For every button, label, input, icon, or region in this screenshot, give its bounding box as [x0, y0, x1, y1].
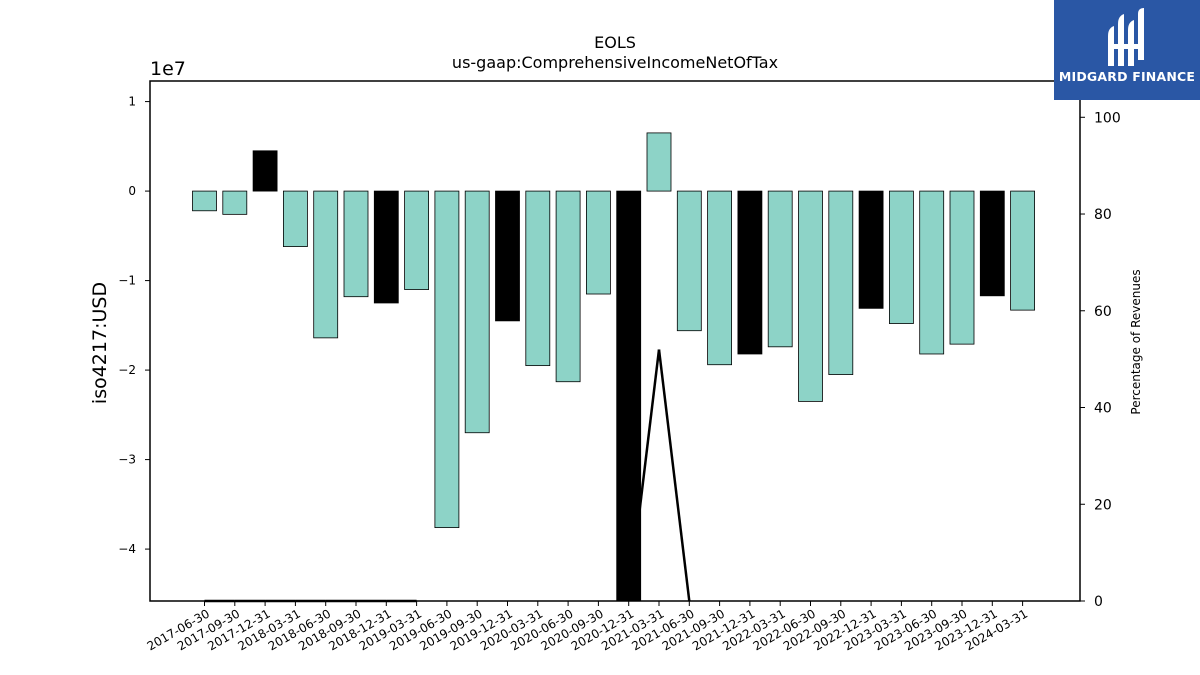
midgard-logo-icon — [1108, 8, 1144, 66]
bar-2019-03-31 — [404, 190, 430, 290]
bar-2021-12-31 — [737, 190, 763, 355]
bar-2021-06-30 — [676, 190, 702, 332]
bar-2021-09-30 — [707, 190, 732, 366]
bar-2018-09-30 — [343, 190, 369, 298]
bar-2020-09-30 — [586, 190, 611, 295]
chart-title: EOLS — [594, 33, 636, 52]
bar-2017-06-30 — [192, 190, 217, 212]
chart-subtitle: us-gaap:ComprehensiveIncomeNetOfTax — [452, 53, 778, 72]
bar-2022-09-30 — [828, 190, 854, 375]
bar-2022-06-30 — [798, 190, 823, 402]
y-tick-label: 0 — [128, 184, 136, 198]
bar-2024-03-31 — [1010, 190, 1035, 311]
bar-2023-09-30 — [949, 190, 975, 345]
y2-tick-label: 80 — [1094, 207, 1112, 223]
bar-2017-09-30 — [222, 190, 248, 215]
y2-tick-label: 0 — [1094, 594, 1103, 610]
bar-2019-12-31 — [495, 190, 520, 322]
bar-2021-03-31 — [646, 132, 672, 192]
brand-logo: MIDGARD FINANCE — [1054, 0, 1200, 100]
y-offset-label: 1e7 — [150, 58, 186, 80]
line-segment-2020-12-31 — [627, 349, 661, 602]
y-axis-label: iso4217:USD — [89, 282, 111, 404]
bar-2023-06-30 — [919, 190, 945, 355]
y2-tick-label: 20 — [1094, 497, 1112, 513]
bar-2023-03-31 — [889, 190, 914, 324]
bar-2019-06-30 — [434, 190, 460, 529]
line-segment-2021-03-31 — [657, 349, 691, 602]
bar-2017-12-31 — [252, 150, 278, 192]
y2-tick-label: 60 — [1094, 304, 1112, 320]
plot-frame — [149, 80, 1081, 602]
y-tick-label: −1 — [118, 274, 136, 288]
bar-2018-12-31 — [373, 190, 399, 304]
bar-2022-03-31 — [767, 190, 793, 348]
bar-2020-06-30 — [555, 190, 581, 383]
bar-2023-12-31 — [979, 190, 1005, 297]
bar-2019-09-30 — [464, 190, 490, 434]
bar-2022-12-31 — [858, 190, 884, 309]
bar-2018-03-31 — [282, 190, 308, 247]
y2-axis-label: Percentage of Revenues — [1129, 269, 1143, 414]
y-tick-label: −2 — [118, 363, 136, 377]
y-tick-label: −4 — [118, 542, 136, 556]
y2-tick-label: 40 — [1094, 401, 1112, 417]
bar-2020-03-31 — [525, 190, 551, 367]
brand-name: MIDGARD FINANCE — [1058, 69, 1196, 84]
bar-2018-06-30 — [313, 190, 339, 339]
y-tick-label: 1 — [128, 95, 136, 109]
y-tick-label: −3 — [118, 453, 136, 467]
y2-tick-label: 100 — [1094, 110, 1121, 126]
